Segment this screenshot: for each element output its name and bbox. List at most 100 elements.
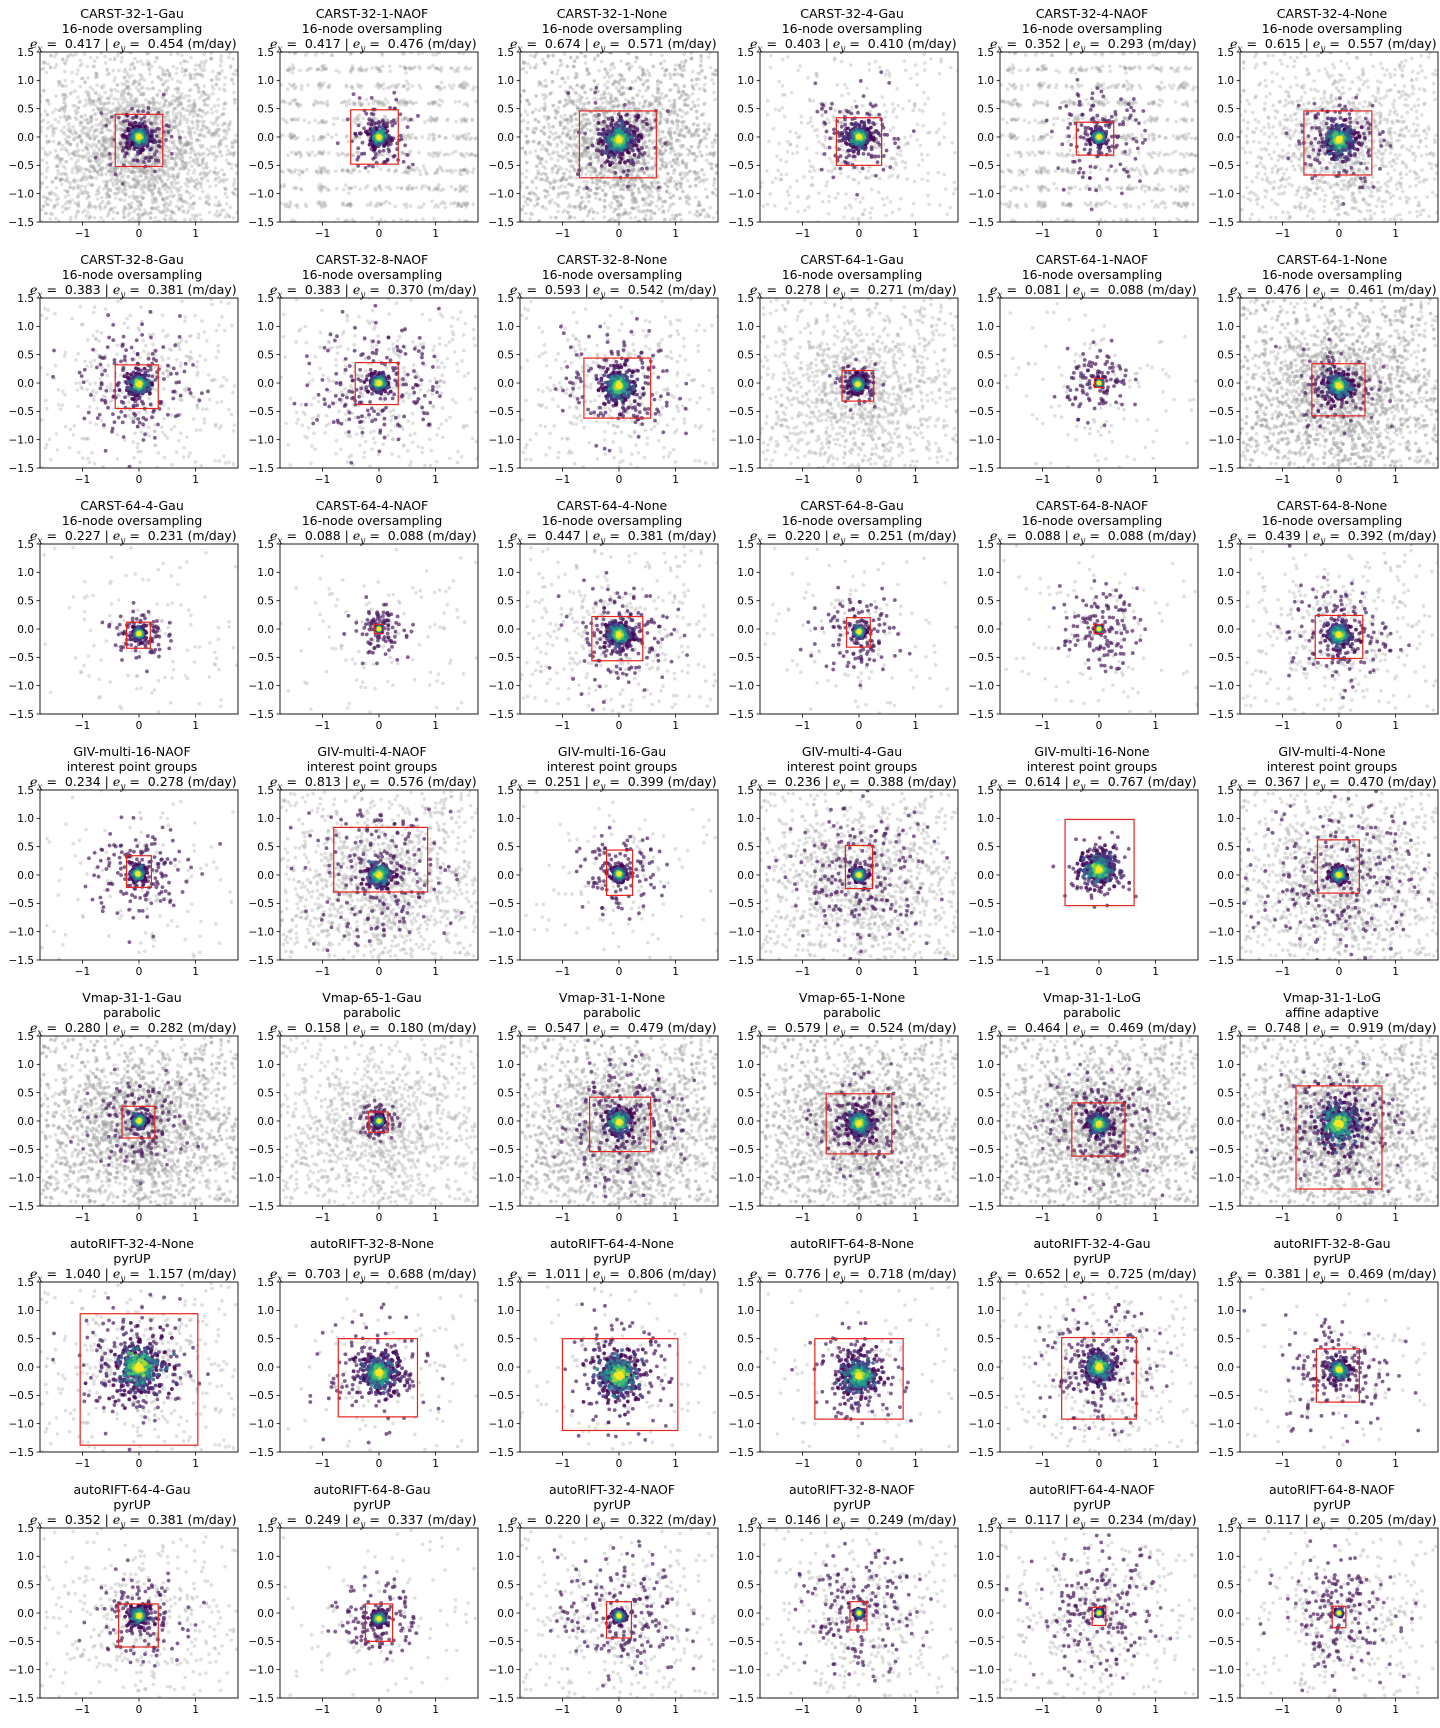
gray-point bbox=[115, 98, 119, 102]
gray-point bbox=[233, 101, 237, 105]
gray-point bbox=[469, 153, 473, 157]
gray-point bbox=[111, 217, 115, 221]
gray-point bbox=[288, 66, 292, 70]
gray-point bbox=[111, 181, 115, 185]
gray-point bbox=[292, 186, 296, 190]
gray-point bbox=[211, 152, 215, 156]
gray-point bbox=[68, 201, 72, 205]
gray-point bbox=[223, 122, 227, 126]
outlier-point bbox=[153, 153, 157, 157]
gray-point bbox=[71, 104, 75, 108]
gray-point bbox=[233, 98, 237, 102]
density-point bbox=[136, 150, 140, 154]
gray-point bbox=[386, 169, 390, 173]
gray-point bbox=[423, 168, 427, 172]
gray-point bbox=[166, 242, 170, 246]
gray-point bbox=[175, 115, 179, 119]
gray-point bbox=[87, 217, 91, 221]
gray-point bbox=[35, 85, 39, 89]
gray-point bbox=[516, 83, 520, 87]
gray-point bbox=[11, 108, 15, 112]
gray-point bbox=[326, 133, 330, 137]
gray-point bbox=[388, 64, 392, 68]
gray-point bbox=[104, 205, 108, 209]
gray-point bbox=[100, 142, 104, 146]
ey-value: 0.454 bbox=[148, 36, 184, 51]
gray-point bbox=[101, 200, 105, 204]
gray-point bbox=[137, 181, 141, 185]
gray-point bbox=[117, 158, 121, 162]
gray-point bbox=[458, 84, 462, 88]
gray-point bbox=[126, 73, 130, 77]
gray-point bbox=[176, 96, 180, 100]
gray-point bbox=[222, 178, 226, 182]
outlier-point bbox=[117, 116, 121, 120]
gray-point bbox=[121, 225, 125, 229]
gray-point bbox=[92, 238, 96, 242]
gray-point bbox=[36, 200, 40, 204]
gray-point bbox=[47, 102, 51, 106]
gray-point bbox=[377, 100, 381, 104]
gray-point bbox=[63, 79, 67, 83]
gray-point bbox=[97, 164, 101, 168]
outlier-point bbox=[108, 163, 112, 167]
gray-point bbox=[216, 98, 220, 102]
y-tick-label: 0.5 bbox=[257, 103, 274, 115]
gray-point bbox=[285, 121, 289, 125]
gray-point bbox=[150, 206, 154, 210]
gray-point bbox=[78, 135, 82, 139]
gray-point bbox=[123, 170, 127, 174]
gray-point bbox=[218, 72, 222, 76]
gray-point bbox=[188, 161, 192, 165]
gray-point bbox=[85, 65, 89, 69]
gray-point bbox=[185, 177, 189, 181]
gray-point bbox=[175, 112, 179, 116]
y-tick-label: 1.0 bbox=[17, 75, 34, 87]
gray-point bbox=[49, 66, 53, 70]
gray-point bbox=[133, 178, 137, 182]
gray-point bbox=[191, 213, 195, 217]
gray-point bbox=[219, 64, 223, 68]
gray-point bbox=[230, 162, 234, 166]
outlier-point bbox=[121, 149, 125, 153]
gray-point bbox=[143, 208, 147, 212]
gray-point bbox=[217, 143, 221, 147]
gray-point bbox=[153, 185, 157, 189]
gray-point bbox=[450, 87, 454, 91]
gray-point bbox=[178, 167, 182, 171]
gray-point bbox=[388, 85, 392, 89]
gray-point bbox=[317, 221, 321, 225]
gray-point bbox=[432, 102, 436, 106]
gray-point bbox=[59, 178, 63, 182]
density-point bbox=[385, 125, 389, 129]
gray-point bbox=[167, 161, 171, 165]
gray-point bbox=[130, 74, 134, 78]
gray-point bbox=[449, 168, 453, 172]
outlier-point bbox=[157, 159, 161, 163]
gray-point bbox=[458, 136, 462, 140]
gray-point bbox=[97, 158, 101, 162]
gray-point bbox=[126, 102, 130, 106]
gray-point bbox=[342, 188, 346, 192]
gray-point bbox=[97, 147, 101, 151]
gray-point bbox=[292, 170, 296, 174]
gray-point bbox=[89, 85, 93, 89]
gray-point bbox=[460, 154, 464, 158]
density-point bbox=[376, 135, 380, 139]
gray-point bbox=[225, 158, 229, 162]
gray-point bbox=[185, 190, 189, 194]
gray-point bbox=[188, 89, 192, 93]
gray-point bbox=[130, 171, 134, 175]
gray-point bbox=[135, 175, 139, 179]
gray-point bbox=[322, 185, 326, 189]
gray-point bbox=[214, 184, 218, 188]
gray-point bbox=[232, 82, 236, 86]
gray-point bbox=[213, 158, 217, 162]
gray-point bbox=[159, 78, 163, 82]
gray-point bbox=[164, 89, 168, 93]
gray-point bbox=[138, 83, 142, 87]
gray-point bbox=[233, 151, 237, 155]
gray-point bbox=[76, 203, 80, 207]
gray-point bbox=[344, 83, 348, 87]
gray-point bbox=[55, 63, 59, 67]
